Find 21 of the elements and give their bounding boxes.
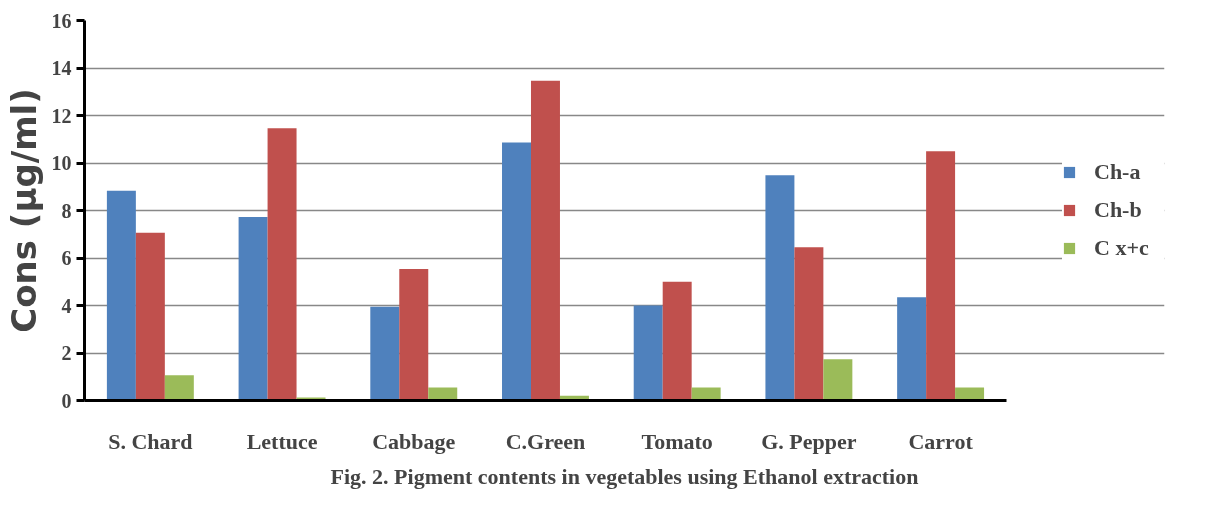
y-tick-label: 2: [61, 342, 72, 364]
y-tick-label: 10: [51, 152, 72, 174]
x-tick-label: Cabbage: [372, 428, 456, 454]
x-tick-label: Lettuce: [246, 428, 318, 454]
y-axis-title: Cons (μg/ml): [3, 88, 44, 333]
y-tick-label: 8: [61, 199, 72, 222]
legend-label: C x+c: [1094, 235, 1150, 261]
x-tick-label: C.Green: [505, 428, 586, 454]
y-tick-label: 0: [61, 389, 72, 412]
x-tick-label: S. Chard: [108, 428, 193, 454]
legend-label: Ch-b: [1094, 197, 1143, 223]
x-tick-label: G. Pepper: [761, 428, 857, 454]
x-tick-label: Carrot: [908, 428, 974, 454]
caption: Fig. 2. Pigment contents in vegetables using Ethanol extraction: [330, 463, 919, 489]
x-tick-label: Tomato: [641, 428, 713, 454]
y-tick-label: 16: [51, 9, 72, 32]
legend-label: Ch-a: [1094, 159, 1142, 185]
y-tick-label: 4: [61, 294, 72, 317]
y-tick-label: 14: [51, 57, 72, 79]
y-tick-label: 6: [61, 247, 72, 269]
y-tick-label: 12: [51, 104, 72, 127]
